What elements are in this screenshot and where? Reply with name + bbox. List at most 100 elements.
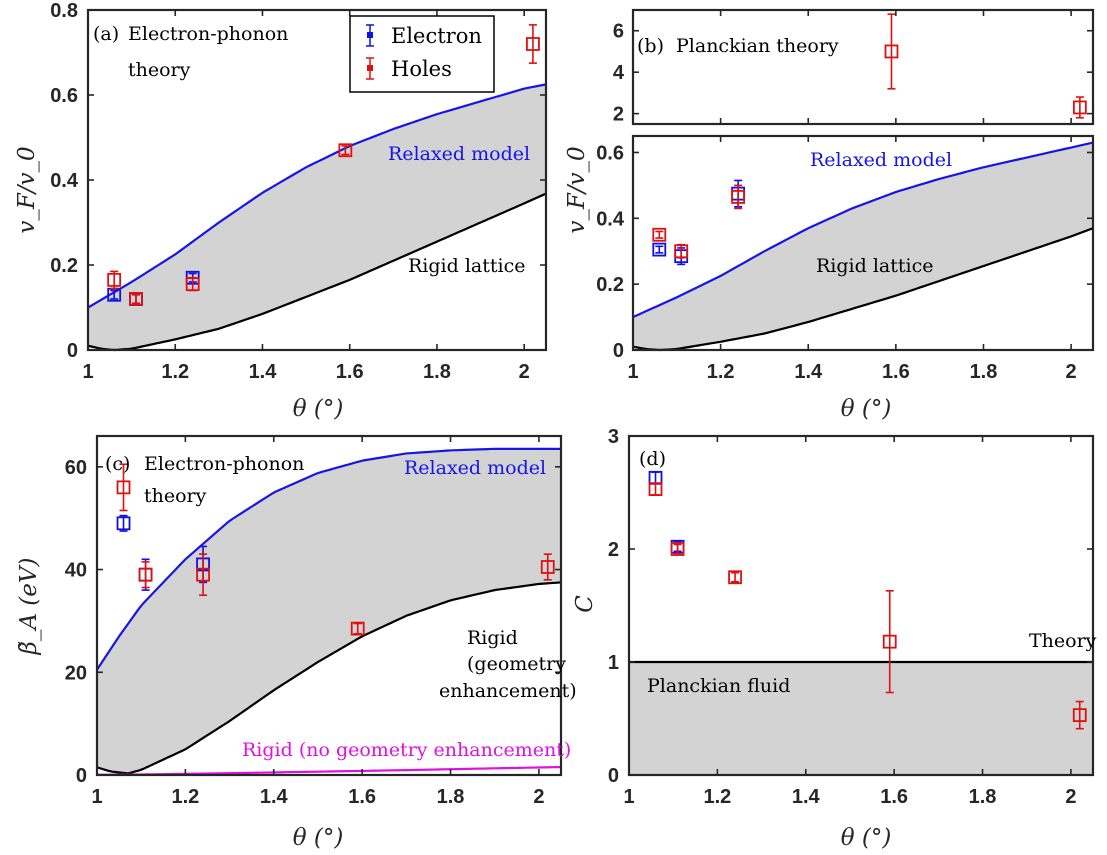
- ytick-label-b_bottom-2: 0.4: [596, 208, 625, 230]
- xtick-label-b_bottom-3: 1.6: [882, 361, 910, 383]
- ylabel-a: v_F/v_0: [14, 146, 40, 233]
- xtick-label-c-4: 1.8: [437, 786, 465, 808]
- point-holes-d-1: [670, 542, 685, 556]
- ytick-label-d-1: 1: [608, 652, 619, 674]
- xtick-label-c-0: 1: [91, 786, 102, 808]
- annotation-rigid-lattice-b: Rigid lattice: [816, 255, 933, 277]
- axes-box-d: [627, 434, 1095, 777]
- ytick-label-a-0: 0: [67, 340, 78, 362]
- ylabel-c: β̃_A (eV): [16, 558, 42, 656]
- ytick-label-b_top-1: 4: [613, 62, 625, 84]
- xlabel-a: θ (°): [293, 396, 344, 422]
- xtick-label-d-0: 1: [623, 786, 634, 808]
- point-holes-b_top-1: [1072, 96, 1087, 119]
- title-line-1-c: Electron-phonon: [144, 453, 304, 475]
- ytick-label-c-3: 60: [65, 457, 87, 479]
- axes-box-c: [95, 434, 563, 777]
- xtick-label-c-3: 1.6: [348, 786, 376, 808]
- xtick-label-b_bottom-0: 1: [627, 361, 638, 383]
- xtick-label-d-1: 1.2: [703, 786, 731, 808]
- annotation-relaxed-model-c: Relaxed model: [404, 457, 546, 479]
- title-line-1-a: Electron-phonon: [128, 23, 288, 45]
- xtick-label-d-3: 1.6: [880, 786, 908, 808]
- xtick-label-a-4: 1.8: [423, 361, 451, 383]
- panel-a: 1 1.2 1.4 1.6 1.8 2 0 0.2 0.4 0.6 0.8 (a) Electron…: [14, 0, 548, 422]
- annotation-rigid-lattice-a: Rigid lattice: [408, 255, 525, 277]
- point-holes-a-3: [338, 143, 353, 158]
- ytick-label-b_top-0: 2: [613, 104, 624, 126]
- ytick-label-d-2: 2: [608, 539, 619, 561]
- point-holes-a-4: [526, 24, 540, 64]
- annotation-relaxed-model-a: Relaxed model: [388, 143, 530, 165]
- ytick-label-d-3: 3: [608, 426, 619, 448]
- planckian-fluid-region: [629, 662, 1093, 775]
- point-electron-c-0: [116, 514, 131, 532]
- plot-area-b-top: [633, 10, 1093, 124]
- annotation-rigid-c-line-1: Rigid: [467, 627, 518, 649]
- ytick-label-a-2: 0.4: [50, 170, 79, 192]
- axes-box-b_bottom: [631, 134, 1095, 352]
- title-line-2-a: theory: [128, 59, 191, 81]
- point-holes-c-3: [350, 621, 365, 636]
- shaded-region-c: [97, 448, 561, 774]
- xtick-label-c-1: 1.2: [171, 786, 199, 808]
- point-holes-b_top-0: [884, 13, 899, 90]
- point-holes-a-2: [185, 276, 200, 292]
- ytick-label-c-2: 40: [65, 560, 87, 582]
- ytick-label-b_top-2: 6: [613, 21, 624, 43]
- point-holes-c-0: [116, 463, 131, 512]
- xtick-label-b_bottom-4: 1.8: [970, 361, 998, 383]
- annotation-rigid-no-geom-c: Rigid (no geometry enhancement): [242, 739, 571, 761]
- ytick-label-a-3: 0.6: [50, 85, 78, 107]
- xtick-label-b_bottom-1: 1.2: [707, 361, 735, 383]
- point-holes-d-4: [1072, 700, 1087, 730]
- xtick-label-b_bottom-2: 1.4: [794, 361, 823, 383]
- ytick-label-c-1: 20: [65, 662, 87, 684]
- ytick-label-b_bottom-3: 0.6: [596, 142, 624, 164]
- xtick-label-d-2: 1.4: [792, 786, 821, 808]
- point-holes-a-0: [107, 270, 122, 290]
- point-holes-b_bottom-2: [731, 184, 746, 210]
- curve-relaxed-model-a: [87, 83, 547, 309]
- legend-marker-holes: [366, 57, 374, 80]
- point-electron-b_bottom-0: [652, 242, 667, 257]
- point-holes-b_bottom-1: [674, 243, 689, 259]
- ytick-label-a-1: 0.2: [50, 255, 78, 277]
- curve-relaxed-model-b_bottom: [632, 141, 1094, 319]
- panel-label-a: (a): [93, 23, 119, 45]
- panel-b-bottom: 1 1.2 1.4 1.6 1.8 2 0 0.2 0.4 0.6 Relaxed model R…: [564, 134, 1095, 422]
- xtick-label-c-5: 2: [533, 786, 544, 808]
- title-line-2-c: theory: [144, 485, 207, 507]
- ytick-label-b_bottom-0: 0: [613, 340, 624, 362]
- ytick-label-b_bottom-1: 0.2: [596, 274, 624, 296]
- title-b: Planckian theory: [676, 35, 839, 57]
- xtick-label-d-5: 2: [1065, 786, 1076, 808]
- annotation-theory-d: Theory: [1029, 630, 1097, 652]
- shaded-region-a: [88, 84, 546, 350]
- legend-a: Electron Holes: [349, 15, 495, 93]
- point-holes-c-2: [196, 553, 210, 597]
- point-holes-d-0: [648, 482, 663, 497]
- ytick-label-c-0: 0: [76, 765, 87, 787]
- point-holes-a-1: [129, 292, 143, 306]
- panel-label-b: (b): [637, 35, 664, 57]
- curve-rigid-geometry-enhancement-c: [96, 581, 562, 775]
- point-holes-b_bottom-0: [652, 227, 667, 242]
- xtick-label-c-2: 1.4: [260, 786, 289, 808]
- point-holes-d-2: [728, 570, 742, 585]
- ylabel-b: v_F/v_0: [564, 146, 590, 233]
- legend-label-holes: Holes: [391, 57, 452, 81]
- point-holes-c-4: [540, 553, 555, 581]
- ytick-label-a-4: 0.8: [50, 0, 78, 22]
- xtick-label-a-5: 2: [519, 361, 530, 383]
- legend-marker-electron: [366, 24, 374, 47]
- xtick-label-d-4: 1.8: [969, 786, 997, 808]
- xlabel-d: θ (°): [841, 825, 892, 851]
- panel-label-c: (c): [105, 453, 130, 475]
- xtick-label-a-3: 1.6: [336, 361, 364, 383]
- panel-label-d: (d): [639, 448, 666, 470]
- xtick-label-b_bottom-5: 2: [1066, 361, 1077, 383]
